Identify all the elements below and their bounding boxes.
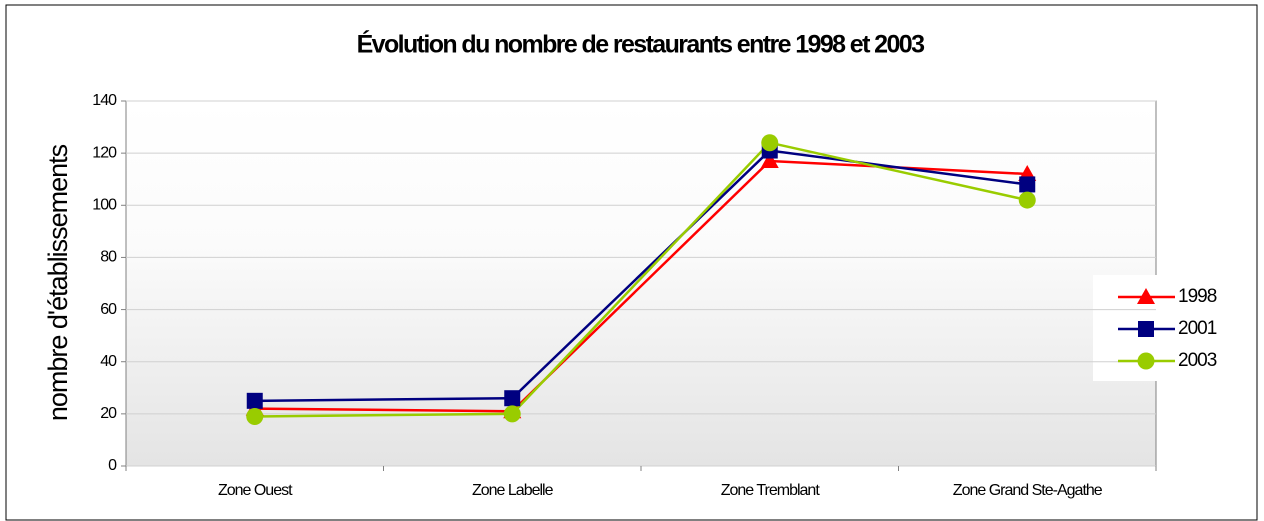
legend-label: 2003 [1178, 350, 1217, 371]
legend-marker [1138, 321, 1154, 337]
data-point [503, 405, 521, 423]
y-tick-label: 120 [92, 144, 117, 161]
x-tick-label: Zone Grand Ste-Agathe [953, 482, 1103, 499]
y-tick-label: 0 [108, 457, 117, 474]
legend-marker [1137, 288, 1155, 304]
x-tick-label: Zone Labelle [472, 482, 554, 499]
y-tick-label: 20 [100, 405, 117, 422]
x-tick-label: Zone Tremblant [721, 482, 821, 499]
y-axis-label: nombre d'établissements [43, 144, 73, 421]
data-point [1019, 176, 1036, 193]
data-point [761, 134, 779, 152]
data-point [1018, 191, 1036, 209]
y-tick-label: 60 [100, 301, 117, 318]
series-line [254, 141, 1028, 418]
y-tick-label: 140 [92, 92, 117, 109]
legend-marker [1137, 352, 1155, 370]
data-point [760, 151, 779, 168]
y-tick-label: 40 [100, 353, 117, 370]
y-tick-label: 80 [100, 249, 117, 266]
series-line [254, 149, 1028, 403]
chart-title: Évolution du nombre de restaurants entre… [357, 30, 924, 59]
legend-label: 1998 [1178, 286, 1217, 307]
data-point [246, 407, 264, 425]
legend-label: 2001 [1178, 318, 1217, 339]
plot-area [125, 100, 1157, 467]
data-point [246, 392, 263, 409]
y-tick-label: 100 [92, 197, 117, 214]
x-tick-label: Zone Ouest [218, 482, 293, 499]
data-point [504, 390, 521, 407]
